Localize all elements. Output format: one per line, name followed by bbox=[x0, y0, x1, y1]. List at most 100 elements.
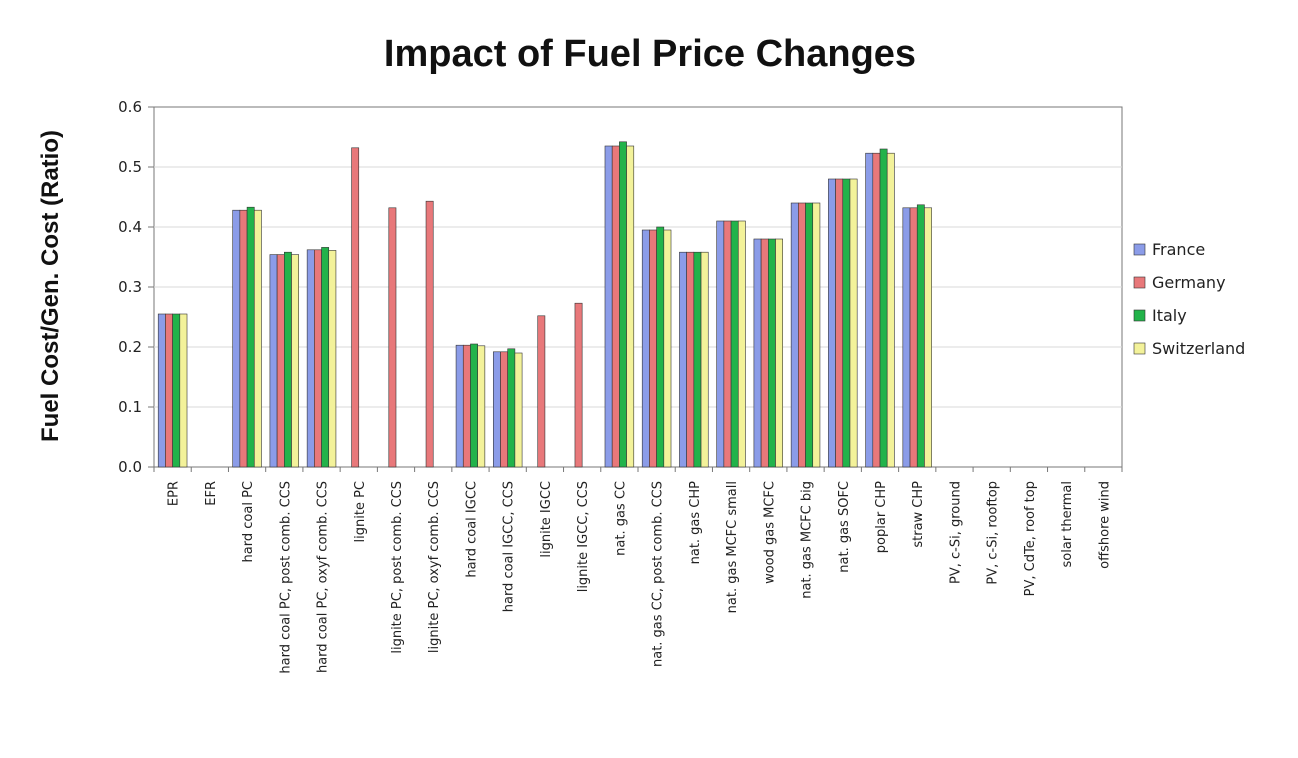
bar-germany bbox=[760, 238, 769, 468]
y-tick-label: 0.1 bbox=[118, 398, 142, 416]
bar-germany bbox=[723, 220, 732, 468]
bar-switzerland bbox=[849, 178, 858, 468]
bar-germany bbox=[649, 229, 657, 468]
x-category-label: lignite PC bbox=[353, 481, 368, 542]
bar-germany bbox=[909, 207, 918, 468]
bar-switzerland bbox=[626, 145, 635, 468]
bar-germany bbox=[686, 251, 695, 468]
legend-label-italy: Italy bbox=[1152, 306, 1187, 325]
legend-swatch-switzerland bbox=[1133, 342, 1146, 355]
x-category-label: PV, c-Si, rooftop bbox=[986, 481, 1001, 585]
bar-france bbox=[828, 178, 836, 468]
legend: France Germany Italy Switzerland bbox=[1133, 240, 1245, 358]
bar-france bbox=[790, 202, 799, 468]
bar-switzerland bbox=[886, 152, 895, 468]
bar-germany bbox=[835, 178, 844, 468]
bar-france bbox=[232, 209, 241, 468]
x-category-label: EFR bbox=[204, 481, 219, 506]
bar-italy bbox=[470, 343, 478, 468]
x-category-label: lignite PC, oxyf comb. CCS bbox=[427, 481, 442, 653]
bar-france bbox=[641, 229, 650, 468]
bar-italy bbox=[916, 204, 925, 468]
bar-germany bbox=[239, 209, 248, 468]
x-category-label: EPR bbox=[167, 481, 182, 506]
y-tick-label: 0.5 bbox=[118, 158, 142, 176]
x-category-label: poplar CHP bbox=[874, 481, 889, 553]
bar-france bbox=[753, 238, 762, 468]
bar-germany bbox=[611, 145, 620, 468]
bar-france bbox=[679, 251, 687, 468]
bar-italy bbox=[284, 251, 292, 468]
bar-germany bbox=[388, 207, 397, 468]
x-category-label: nat. gas MCFC big bbox=[800, 481, 815, 599]
bar-italy bbox=[730, 220, 739, 468]
x-categories: EPR EFR hard coal PC hard coal PC, post com… bbox=[153, 467, 1123, 674]
bar-italy bbox=[656, 226, 665, 468]
bar-italy bbox=[246, 206, 255, 468]
bar-switzerland bbox=[291, 254, 300, 468]
x-category-label: straw CHP bbox=[911, 481, 926, 548]
bar-italy bbox=[693, 251, 702, 468]
bar-switzerland bbox=[775, 238, 784, 468]
x-category-label: nat. gas CC bbox=[613, 481, 628, 556]
x-category-label: nat. gas CHP bbox=[688, 481, 703, 565]
x-category-label: solar thermal bbox=[1060, 481, 1075, 567]
bar-italy bbox=[507, 348, 516, 468]
bar-germany bbox=[314, 249, 322, 468]
x-category-label: hard coal PC, oxyf comb. CCS bbox=[316, 481, 331, 673]
x-category-label: offshore wind bbox=[1097, 481, 1112, 569]
chart-title: Impact of Fuel Price Changes bbox=[384, 33, 916, 75]
x-category-label: lignite IGCC, CCS bbox=[576, 481, 591, 592]
bar-italy bbox=[842, 178, 851, 468]
x-category-label: wood gas MCFC bbox=[762, 481, 777, 584]
x-category-label: nat. gas CC, post comb. CCS bbox=[651, 481, 666, 667]
legend-label-germany: Germany bbox=[1152, 273, 1226, 292]
bar-france bbox=[716, 220, 725, 468]
legend-label-france: France bbox=[1152, 240, 1205, 259]
bar-germany bbox=[500, 351, 508, 468]
bar-switzerland bbox=[514, 352, 523, 468]
bar-germany bbox=[537, 315, 546, 468]
bar-italy bbox=[768, 238, 776, 468]
bar-france bbox=[604, 145, 613, 468]
bar-switzerland bbox=[737, 220, 746, 468]
x-category-label: hard coal IGCC bbox=[464, 481, 479, 578]
x-category-label: lignite PC, post comb. CCS bbox=[390, 481, 405, 654]
bar-france bbox=[902, 207, 911, 468]
bar-france bbox=[157, 313, 166, 468]
x-category-label: PV, CdTe, roof top bbox=[1023, 481, 1038, 596]
bar-germany bbox=[574, 302, 583, 468]
x-category-label: hard coal PC bbox=[241, 481, 256, 562]
y-ticks: 0.0 0.1 0.2 0.3 0.4 0.5 0.6 bbox=[118, 98, 154, 476]
bar-italy bbox=[172, 313, 181, 468]
legend-label-switzerland: Switzerland bbox=[1152, 339, 1245, 358]
x-category-label: hard coal PC, post comb. CCS bbox=[278, 481, 293, 674]
x-category-label: nat. gas SOFC bbox=[837, 481, 852, 573]
bar-germany bbox=[798, 202, 806, 468]
bar-switzerland bbox=[328, 250, 337, 468]
x-category-label: nat. gas MCFC small bbox=[725, 481, 740, 613]
bar-france bbox=[455, 344, 464, 468]
bar-italy bbox=[879, 148, 888, 468]
x-category-label: PV, c-Si, ground bbox=[948, 481, 963, 584]
legend-swatch-france bbox=[1133, 243, 1146, 256]
bar-germany bbox=[351, 147, 360, 468]
y-tick-label: 0.4 bbox=[118, 218, 142, 236]
x-category-label: lignite IGCC bbox=[539, 481, 554, 558]
bar-germany bbox=[276, 254, 285, 468]
x-category-label: hard coal IGCC, CCS bbox=[502, 481, 517, 612]
bar-france bbox=[492, 351, 501, 468]
bars bbox=[157, 141, 932, 468]
bar-france bbox=[269, 254, 278, 468]
y-tick-label: 0.6 bbox=[118, 98, 142, 116]
bar-switzerland bbox=[477, 345, 486, 468]
bar-italy bbox=[619, 141, 627, 468]
bar-switzerland bbox=[179, 313, 188, 468]
y-tick-label: 0.0 bbox=[118, 458, 142, 476]
bar-france bbox=[865, 152, 874, 468]
bar-germany bbox=[425, 200, 434, 468]
bar-switzerland bbox=[812, 202, 821, 468]
bar-italy bbox=[321, 247, 330, 468]
bar-switzerland bbox=[924, 207, 932, 468]
